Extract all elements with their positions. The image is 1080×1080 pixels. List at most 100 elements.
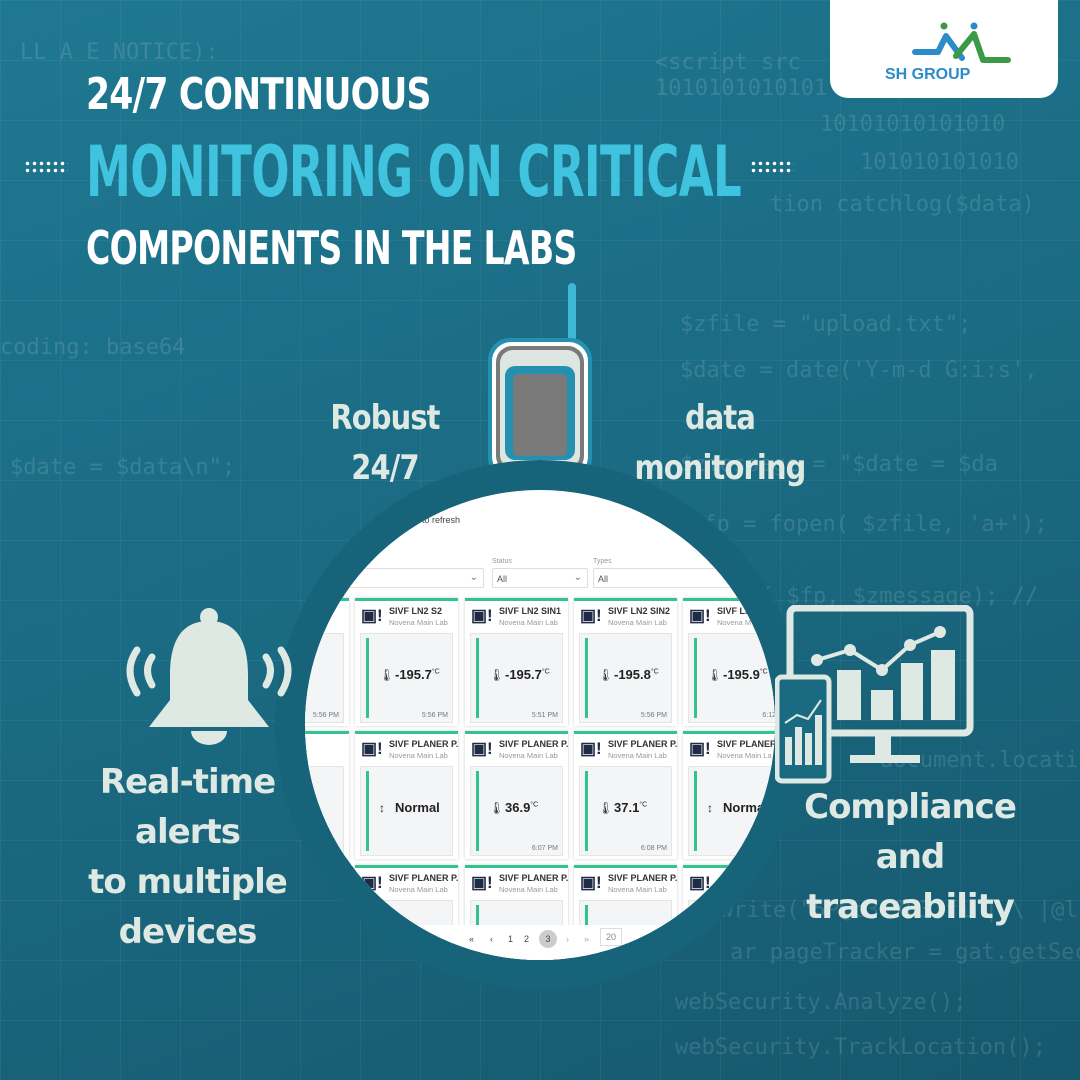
sensor-location: Novena Main La xyxy=(717,751,772,760)
sensor-value: 37.1°C xyxy=(614,800,648,815)
sensor-location: Novena Main Lab xyxy=(389,751,448,760)
compliance-line1: Compliance and xyxy=(804,787,1017,877)
prev-page-button[interactable]: ‹ xyxy=(490,934,493,944)
monitor-chart-icon xyxy=(775,605,974,784)
headline-line3: COMPONENTS IN THE LABS xyxy=(86,221,577,275)
thermometer-icon: 🌡 xyxy=(379,668,395,682)
background-code-line: tion catchlog($data) xyxy=(770,192,1035,217)
locations-select[interactable]: ⌄ xyxy=(305,568,484,588)
sensor-location: Novena Main Lab xyxy=(608,751,667,760)
background-code-line: write("5P@c3 7h3 fi | \ |@l fr0n7i3r"); xyxy=(720,898,1080,923)
sensor-reading-box: 🌡 37.1°C 6:08 PM xyxy=(579,766,672,856)
thermometer-icon: 🌡 xyxy=(707,668,723,682)
background-code-line: webSecurity.Analyze(); xyxy=(675,990,967,1015)
dots-decoration-left xyxy=(24,160,68,174)
sensor-alert-icon: ▣! xyxy=(471,873,493,892)
monitoring-label-left: Robust 24/7 xyxy=(330,398,440,488)
sensor-reading-box: 🌡 -195.7°C 5:51 PM xyxy=(470,633,563,723)
background-code-line: $date = date('Y-m-d G:i:s', xyxy=(680,358,1038,383)
sensor-card[interactable]: ▣! SIVF PLANER Novena Main La ↕ Norma xyxy=(683,731,775,859)
sensor-time: 5:56 PM xyxy=(640,712,667,719)
sensor-title: SIVF PLANER P... xyxy=(608,873,677,883)
headline-line1: 24/7 CONTINUOUS xyxy=(86,69,431,120)
refresh-text: to refresh xyxy=(422,515,461,525)
background-code-line: 101010101010 xyxy=(860,150,1019,175)
background-code-line: $zmessage = "$date = $da xyxy=(680,452,998,477)
sensor-card[interactable]: ▣! SIVF LN2 S2 Novena Main Lab 🌡 -195.7°… xyxy=(355,598,458,726)
sensor-alert-icon: ▣! xyxy=(471,739,493,758)
status-bar xyxy=(476,771,479,851)
status-bar xyxy=(694,771,697,851)
sensor-card[interactable]: ▣! SIVF LN2 SIN1 Novena Main Lab 🌡 -195.… xyxy=(465,598,568,726)
sensor-alert-icon: ▣! xyxy=(689,606,711,625)
page-2-button[interactable]: 2 xyxy=(524,934,530,944)
sensor-card[interactable]: ▣! SIVF PLANER P... Novena Main Lab ↕ No… xyxy=(355,731,458,859)
sensor-alert-icon: ▣! xyxy=(361,873,383,892)
background-code-line: $date = $data\n"; xyxy=(10,455,236,480)
thermometer-icon: 🌡 xyxy=(598,801,614,815)
sensor-title: SIVF PLANER P... xyxy=(499,739,568,749)
sensor-location: Novena Main Lab xyxy=(389,618,448,627)
background-code-line: 10101010101010 xyxy=(820,112,1006,137)
thermometer-icon: 🌡 xyxy=(598,668,614,682)
sensor-reading-box: 🌡 -195.8°C 5:56 PM xyxy=(579,633,672,723)
logo-text: SH GROUP xyxy=(885,66,971,83)
status-bar xyxy=(585,771,588,851)
sensor-card[interactable]: ▣! 2 SQ ain Lab xyxy=(305,731,349,859)
sensor-alert-icon: ▣! xyxy=(580,606,602,625)
sensor-reading-box xyxy=(305,766,344,856)
alerts-line1: Real-time alerts xyxy=(99,762,276,852)
compliance-label: Compliance and traceability xyxy=(785,782,1035,932)
sensor-location: Novena Main Lab xyxy=(499,885,558,894)
background-code-line: $fp = fopen( $zfile, 'a+'); xyxy=(690,512,1048,537)
sensor-value: -195.7°C xyxy=(505,667,550,682)
sensor-reading-box: ↕ Norma xyxy=(688,766,775,856)
page-3-button[interactable]: 3 xyxy=(539,930,557,948)
sensor-card[interactable]: ▣! SIVF PLANER P... Novena Main Lab 🌡 37… xyxy=(574,731,677,859)
status-label: Status xyxy=(492,558,512,565)
sensor-alert-icon: ▣! xyxy=(361,739,383,758)
dots-decoration-right xyxy=(750,160,794,174)
sensor-value: -195.7°C xyxy=(395,667,440,682)
sensor-time: 5:56 PM xyxy=(421,712,448,719)
thermometer-icon: 🌡 xyxy=(489,801,505,815)
sensor-value: Norma xyxy=(723,800,765,815)
sensor-reading-box: 🌡 36.9°C 6:07 PM xyxy=(470,766,563,856)
sensor-card[interactable]: ▣! SIVF LN2 Novena M 🌡 -195.9°C 6:12 xyxy=(683,598,775,726)
sensor-card[interactable]: ▣! b 🌡 8°C 5:56 PM xyxy=(305,598,349,726)
last-page-button[interactable]: » xyxy=(584,934,590,944)
dashboard-screenshot: to refresh ions ⌄ Status All ⌄ Types All … xyxy=(305,490,775,960)
arrows-vertical-icon: ↕ xyxy=(707,801,713,815)
sensor-alert-icon: ▣! xyxy=(580,873,602,892)
sensor-reading-box: 🌡 8°C 5:56 PM xyxy=(305,633,344,723)
sensor-time: 6:12 xyxy=(762,712,775,719)
sensor-title: SIVF PLANER P... xyxy=(499,873,568,883)
bell-ringing-icon xyxy=(126,608,292,745)
sensor-time: 6:07 PM xyxy=(531,845,558,852)
background-code-line: webSecurity.TrackLocation(); xyxy=(675,1035,1046,1060)
sensor-time: 5:51 PM xyxy=(531,712,558,719)
page-size-select[interactable]: 20 xyxy=(600,928,623,946)
sensor-location: Novena Main Lab xyxy=(499,618,558,627)
sensor-value: -195.8°C xyxy=(614,667,659,682)
sensor-card[interactable]: ▣! SIVF LN2 SIN2 Novena Main Lab 🌡 -195.… xyxy=(574,598,677,726)
chevron-down-icon: ⌄ xyxy=(573,572,582,583)
sensor-reading-box: 🌡 -195.9°C 6:12 xyxy=(688,633,775,723)
sensor-alert-icon: ▣! xyxy=(580,739,602,758)
next-page-button[interactable]: › xyxy=(566,934,569,944)
status-select[interactable]: All ⌄ xyxy=(492,568,588,588)
background-code-line: ar pageTracker = gat.getSecure("d9xks0o9 xyxy=(730,940,1080,965)
status-bar xyxy=(366,638,369,718)
sensor-title: SIVF LN2 xyxy=(717,606,757,616)
types-select[interactable]: All xyxy=(593,568,775,588)
sensor-location: Novena Main Lab xyxy=(499,751,558,760)
sensor-card[interactable]: ▣! SIVF PLANER P... Novena Main Lab 🌡 36… xyxy=(465,731,568,859)
alerts-line2: to multiple xyxy=(88,862,288,902)
sensor-title: SIVF PLANER P... xyxy=(389,873,458,883)
status-bar xyxy=(694,638,697,718)
headline-line2: MONITORING ON CRITICAL xyxy=(86,131,742,213)
page-1-button[interactable]: 1 xyxy=(508,934,514,944)
first-page-button[interactable]: « xyxy=(469,934,475,944)
walkie-talkie-icon xyxy=(488,283,592,480)
filter-label: ions xyxy=(350,558,363,565)
